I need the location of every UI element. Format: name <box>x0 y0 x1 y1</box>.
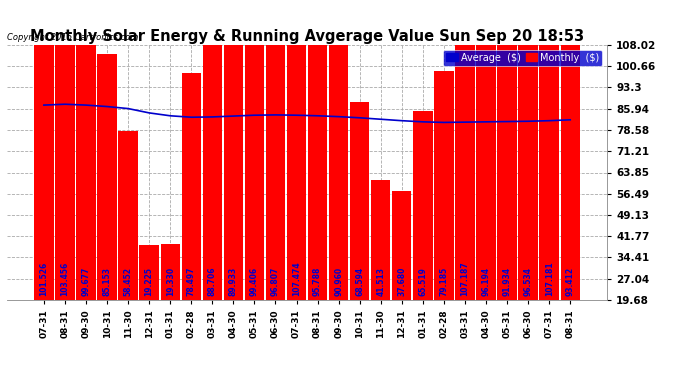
Bar <box>55 2 75 300</box>
Bar <box>161 244 180 300</box>
Bar <box>350 102 369 300</box>
Text: 85.153: 85.153 <box>103 267 112 296</box>
Text: 99.406: 99.406 <box>250 267 259 296</box>
Text: 37.680: 37.680 <box>397 266 406 296</box>
Text: 96.534: 96.534 <box>524 267 533 296</box>
Bar <box>97 54 117 300</box>
Bar <box>540 0 559 300</box>
Text: 101.526: 101.526 <box>39 261 48 296</box>
Text: 107.474: 107.474 <box>292 261 301 296</box>
Text: 90.960: 90.960 <box>334 267 343 296</box>
Bar <box>34 7 54 300</box>
Text: 107.187: 107.187 <box>460 261 469 296</box>
Text: 19.330: 19.330 <box>166 267 175 296</box>
Bar <box>371 180 391 300</box>
Bar <box>434 71 453 300</box>
Bar <box>119 131 138 300</box>
Bar <box>413 111 433 300</box>
Bar <box>181 74 201 300</box>
Text: 79.185: 79.185 <box>440 266 449 296</box>
Bar <box>287 0 306 300</box>
Bar <box>203 44 222 300</box>
Text: 103.456: 103.456 <box>61 261 70 296</box>
Text: 19.225: 19.225 <box>145 267 154 296</box>
Bar <box>392 191 411 300</box>
Bar <box>518 21 538 300</box>
Bar <box>77 12 96 300</box>
Text: 65.519: 65.519 <box>418 267 427 296</box>
Text: 96.807: 96.807 <box>271 266 280 296</box>
Text: 89.933: 89.933 <box>229 266 238 296</box>
Text: 91.934: 91.934 <box>502 267 511 296</box>
Text: 88.706: 88.706 <box>208 266 217 296</box>
Bar <box>329 38 348 300</box>
Text: 107.181: 107.181 <box>544 261 553 296</box>
Bar <box>476 22 495 300</box>
Bar <box>139 244 159 300</box>
Text: 41.513: 41.513 <box>376 267 385 296</box>
Text: 58.452: 58.452 <box>124 267 132 296</box>
Bar <box>308 24 327 300</box>
Text: 68.594: 68.594 <box>355 267 364 296</box>
Bar <box>455 0 475 300</box>
Bar <box>245 13 264 300</box>
Bar <box>497 34 517 300</box>
Bar <box>560 30 580 300</box>
Bar <box>224 40 243 300</box>
Title: Monthly Solar Energy & Running Avgerage Value Sun Sep 20 18:53: Monthly Solar Energy & Running Avgerage … <box>30 29 584 44</box>
Text: 96.194: 96.194 <box>482 267 491 296</box>
Text: 99.677: 99.677 <box>81 266 90 296</box>
Bar <box>266 21 285 300</box>
Legend: Average  ($), Monthly  ($): Average ($), Monthly ($) <box>444 50 602 66</box>
Text: 93.412: 93.412 <box>566 267 575 296</box>
Text: 78.497: 78.497 <box>187 266 196 296</box>
Text: Copyright 2015 Cartronics.com: Copyright 2015 Cartronics.com <box>7 33 138 42</box>
Text: 95.788: 95.788 <box>313 266 322 296</box>
